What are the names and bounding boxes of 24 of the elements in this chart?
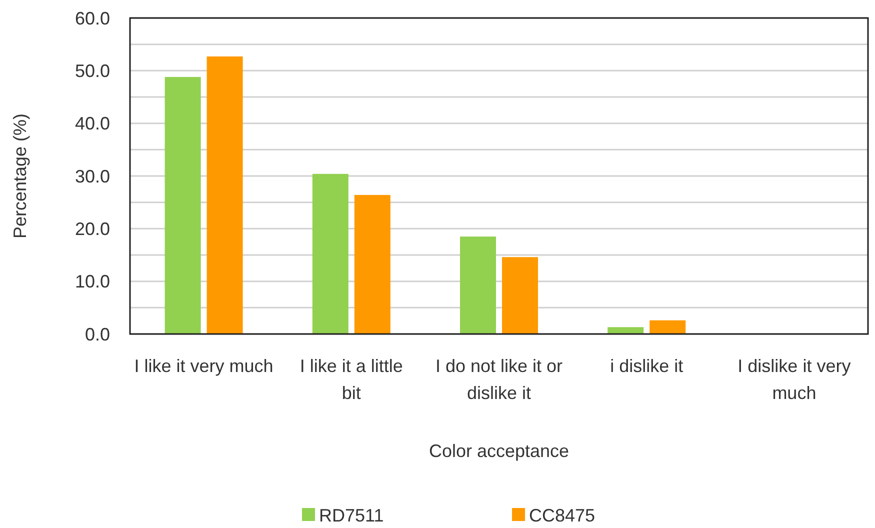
bar (354, 194, 390, 334)
bar (206, 56, 243, 334)
y-tick-label: 30.0 (74, 166, 110, 186)
y-tick-label: 10.0 (74, 272, 110, 292)
bar (502, 257, 538, 334)
x-tick-label: I like it very much (134, 356, 274, 376)
x-tick-label: i dislike it (610, 356, 684, 376)
y-tick-label: 60.0 (74, 8, 110, 28)
x-tick-label: I like it a little bit (300, 356, 403, 403)
x-axis-title: Color acceptance (428, 441, 570, 461)
y-tick-label: 0.0 (84, 324, 110, 344)
bar (164, 76, 201, 334)
bar (608, 327, 644, 334)
x-tick-label: I dislike it very much (738, 356, 851, 403)
y-axis-title: Percentage (%) (10, 113, 30, 239)
x-tick-label: I do not like it or dislike it (435, 356, 563, 403)
bar (650, 320, 686, 334)
bar (460, 236, 496, 334)
y-tick-label: 50.0 (74, 60, 110, 81)
y-tick-label: 40.0 (74, 114, 110, 134)
bar (312, 174, 348, 334)
legend-label: RD7511 (319, 505, 384, 526)
legend-label: CC8475 (529, 505, 596, 526)
y-tick-label: 20.0 (74, 218, 110, 239)
